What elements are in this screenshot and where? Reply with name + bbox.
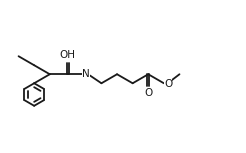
Text: O: O	[144, 88, 152, 98]
Text: N: N	[82, 69, 90, 79]
Text: OH: OH	[60, 50, 76, 60]
Text: O: O	[164, 79, 172, 89]
